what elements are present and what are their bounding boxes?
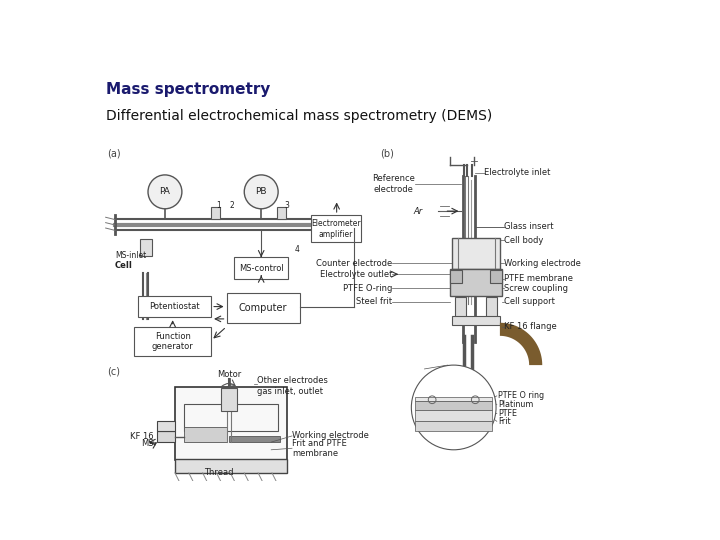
Text: Electrolyte outlet: Electrolyte outlet bbox=[320, 270, 392, 279]
Bar bbox=[450, 269, 462, 283]
Text: PTFE membrane: PTFE membrane bbox=[504, 274, 572, 284]
Bar bbox=[134, 327, 211, 356]
Text: (c): (c) bbox=[107, 366, 120, 376]
Text: (a): (a) bbox=[107, 148, 121, 158]
Text: KF 16 flange: KF 16 flange bbox=[504, 322, 557, 331]
Bar bbox=[140, 239, 152, 256]
Text: Function
generator: Function generator bbox=[152, 332, 194, 351]
Bar bbox=[227, 294, 300, 323]
Bar bbox=[450, 269, 503, 296]
Text: 1: 1 bbox=[217, 201, 221, 210]
Text: PTFE: PTFE bbox=[498, 409, 518, 418]
Text: Electrolyte inlet: Electrolyte inlet bbox=[485, 168, 551, 177]
Circle shape bbox=[148, 175, 182, 209]
Text: PA: PA bbox=[160, 187, 171, 197]
Bar bbox=[138, 296, 211, 318]
Text: Differential electrochemical mass spectrometry (DEMS): Differential electrochemical mass spectr… bbox=[106, 110, 492, 124]
Text: PTFE O-ring: PTFE O-ring bbox=[343, 284, 392, 293]
Text: Reference
electrode: Reference electrode bbox=[372, 174, 415, 194]
Bar bbox=[415, 397, 492, 401]
Text: Electrometer
amplifier: Electrometer amplifier bbox=[311, 219, 361, 239]
Text: Thread: Thread bbox=[204, 468, 233, 477]
Text: MS: MS bbox=[141, 439, 153, 448]
Text: Ar: Ar bbox=[414, 207, 423, 215]
Text: MS-control: MS-control bbox=[239, 264, 284, 273]
Text: Potentiostat: Potentiostat bbox=[149, 302, 199, 311]
Text: Working electrode: Working electrode bbox=[292, 431, 369, 441]
Text: Glass insert: Glass insert bbox=[504, 222, 553, 231]
Text: Computer: Computer bbox=[238, 303, 287, 313]
Text: Other electrodes
gas inlet, outlet: Other electrodes gas inlet, outlet bbox=[257, 376, 328, 396]
Text: Counter electrode: Counter electrode bbox=[316, 259, 392, 268]
Bar bbox=[234, 257, 288, 279]
Text: 3: 3 bbox=[284, 201, 289, 210]
Bar bbox=[415, 421, 492, 430]
Text: Cell: Cell bbox=[115, 260, 132, 269]
Text: Frit: Frit bbox=[498, 417, 511, 426]
Bar bbox=[311, 215, 361, 242]
Bar bbox=[184, 427, 228, 442]
Text: Screw coupling: Screw coupling bbox=[504, 284, 568, 293]
Bar bbox=[486, 298, 497, 320]
Text: to MS: to MS bbox=[442, 374, 465, 383]
Text: PTFE O ring: PTFE O ring bbox=[498, 392, 544, 400]
Text: PB: PB bbox=[256, 187, 267, 197]
Text: MS-inlet: MS-inlet bbox=[115, 251, 146, 260]
Text: (b): (b) bbox=[381, 148, 395, 158]
Text: Steel frit: Steel frit bbox=[356, 298, 392, 307]
Polygon shape bbox=[500, 323, 542, 365]
Text: KF 16: KF 16 bbox=[130, 432, 153, 441]
Bar bbox=[415, 410, 492, 421]
Bar bbox=[211, 207, 220, 219]
Text: 2: 2 bbox=[230, 201, 234, 210]
Text: Working electrode: Working electrode bbox=[504, 259, 580, 268]
Text: Frit and PTFE
membrane: Frit and PTFE membrane bbox=[292, 438, 347, 458]
Bar bbox=[175, 459, 287, 473]
Bar bbox=[452, 238, 500, 269]
Bar bbox=[415, 401, 492, 410]
Text: Motor: Motor bbox=[217, 370, 241, 379]
Bar bbox=[184, 403, 278, 430]
Bar bbox=[175, 387, 287, 460]
Circle shape bbox=[244, 175, 278, 209]
Bar bbox=[276, 207, 286, 219]
Circle shape bbox=[411, 365, 496, 450]
Bar bbox=[221, 388, 237, 411]
Bar bbox=[157, 421, 175, 431]
Text: Platinum: Platinum bbox=[498, 400, 534, 409]
Bar bbox=[157, 431, 175, 442]
Text: 4: 4 bbox=[295, 245, 300, 254]
Text: Cell body: Cell body bbox=[504, 236, 543, 245]
Text: Mass spectrometry: Mass spectrometry bbox=[106, 82, 270, 97]
Text: Cell support: Cell support bbox=[504, 298, 554, 307]
Bar bbox=[229, 436, 279, 442]
Bar bbox=[490, 269, 503, 283]
Bar bbox=[452, 316, 500, 325]
Bar bbox=[455, 298, 466, 320]
